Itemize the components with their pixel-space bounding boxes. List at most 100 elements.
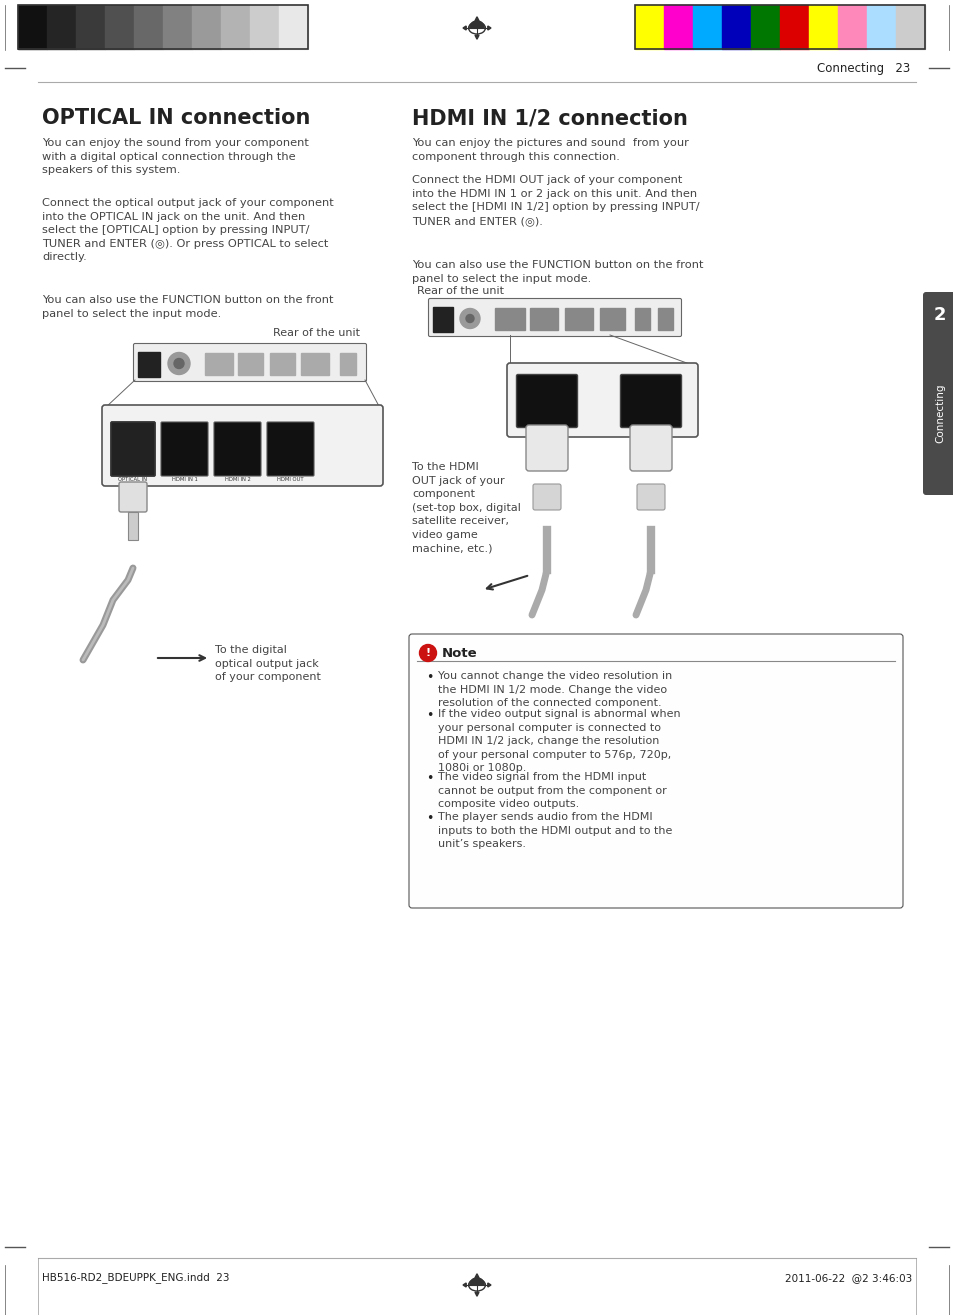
Bar <box>138 352 160 377</box>
Bar <box>128 512 138 540</box>
Bar <box>133 5 163 49</box>
Text: HDMI OUT: HDMI OUT <box>277 477 303 483</box>
Text: Connect the HDMI OUT jack of your component
into the HDMI IN 1 or 2 jack on this: Connect the HDMI OUT jack of your compon… <box>412 175 699 226</box>
FancyBboxPatch shape <box>428 299 680 337</box>
Bar <box>495 308 524 330</box>
Bar <box>808 5 837 49</box>
Wedge shape <box>469 1278 484 1285</box>
Bar <box>780 5 808 49</box>
Bar <box>750 5 780 49</box>
Circle shape <box>168 352 190 375</box>
Text: •: • <box>426 709 433 722</box>
Polygon shape <box>475 36 478 39</box>
Text: 2: 2 <box>933 306 945 323</box>
FancyBboxPatch shape <box>111 422 154 476</box>
Bar <box>18 5 47 49</box>
Bar <box>866 5 895 49</box>
Polygon shape <box>462 1283 466 1287</box>
Text: Rear of the unit: Rear of the unit <box>416 285 503 296</box>
FancyBboxPatch shape <box>409 634 902 907</box>
Text: The video signal from the HDMI input
cannot be output from the component or
comp: The video signal from the HDMI input can… <box>437 772 666 809</box>
Text: OPTICAL IN connection: OPTICAL IN connection <box>42 108 310 128</box>
Bar <box>635 308 649 330</box>
FancyBboxPatch shape <box>213 422 261 476</box>
Text: The player sends audio from the HDMI
inputs to both the HDMI output and to the
u: The player sends audio from the HDMI inp… <box>437 811 672 849</box>
FancyBboxPatch shape <box>923 292 953 494</box>
Bar <box>599 308 624 330</box>
Bar <box>635 5 663 49</box>
Bar <box>205 352 233 375</box>
FancyBboxPatch shape <box>516 375 577 427</box>
Polygon shape <box>475 1274 478 1278</box>
Text: !: ! <box>425 648 430 658</box>
FancyBboxPatch shape <box>102 405 382 487</box>
Text: •: • <box>426 671 433 684</box>
Circle shape <box>419 644 436 661</box>
Bar <box>837 5 866 49</box>
Bar <box>433 306 453 331</box>
Circle shape <box>465 314 474 322</box>
Bar <box>47 5 76 49</box>
Polygon shape <box>487 26 491 30</box>
FancyBboxPatch shape <box>619 375 680 427</box>
Bar <box>270 352 294 375</box>
Bar <box>221 5 250 49</box>
Bar <box>721 5 750 49</box>
FancyBboxPatch shape <box>506 363 698 437</box>
Bar <box>278 5 308 49</box>
Bar <box>692 5 721 49</box>
FancyBboxPatch shape <box>525 425 567 471</box>
Text: OPTICAL IN: OPTICAL IN <box>118 477 148 483</box>
Text: To the digital
optical output jack
of your component: To the digital optical output jack of yo… <box>214 644 320 682</box>
Text: Connect the optical output jack of your component
into the OPTICAL IN jack on th: Connect the optical output jack of your … <box>42 199 334 263</box>
Text: You can also use the FUNCTION button on the front
panel to select the input mode: You can also use the FUNCTION button on … <box>42 295 334 318</box>
Text: To the HDMI
OUT jack of your
component
(set-top box, digital
satellite receiver,: To the HDMI OUT jack of your component (… <box>412 462 520 554</box>
Text: HDMI IN 2: HDMI IN 2 <box>635 427 666 433</box>
Text: Connecting: Connecting <box>934 383 944 443</box>
Polygon shape <box>475 1293 478 1297</box>
Bar <box>105 5 133 49</box>
FancyBboxPatch shape <box>533 484 560 510</box>
Bar <box>192 5 221 49</box>
Text: Rear of the unit: Rear of the unit <box>273 327 359 338</box>
Bar <box>301 352 329 375</box>
Text: HDMI IN 2: HDMI IN 2 <box>224 477 251 483</box>
Polygon shape <box>475 17 478 21</box>
Bar <box>895 5 924 49</box>
Text: HDMI IN 1/2 connection: HDMI IN 1/2 connection <box>412 108 687 128</box>
Bar <box>658 308 672 330</box>
Bar <box>663 5 692 49</box>
Polygon shape <box>462 26 466 30</box>
Text: Connecting   23: Connecting 23 <box>816 62 909 75</box>
Text: HDMI IN 1: HDMI IN 1 <box>531 427 562 433</box>
FancyBboxPatch shape <box>111 422 154 476</box>
Bar <box>530 308 558 330</box>
Circle shape <box>459 309 479 329</box>
FancyBboxPatch shape <box>267 422 314 476</box>
Text: HB516-RD2_BDEUPPK_ENG.indd  23: HB516-RD2_BDEUPPK_ENG.indd 23 <box>42 1273 230 1283</box>
Bar <box>163 5 192 49</box>
Circle shape <box>173 359 184 368</box>
FancyBboxPatch shape <box>629 425 671 471</box>
FancyBboxPatch shape <box>637 484 664 510</box>
Text: If the video output signal is abnormal when
your personal computer is connected : If the video output signal is abnormal w… <box>437 709 679 773</box>
Text: You cannot change the video resolution in
the HDMI IN 1/2 mode. Change the video: You cannot change the video resolution i… <box>437 671 672 709</box>
Text: You can also use the FUNCTION button on the front
panel to select the input mode: You can also use the FUNCTION button on … <box>412 260 702 284</box>
FancyBboxPatch shape <box>161 422 208 476</box>
Bar <box>339 352 355 375</box>
Bar <box>76 5 105 49</box>
Polygon shape <box>487 1283 491 1287</box>
Text: Note: Note <box>441 647 477 660</box>
Wedge shape <box>469 21 484 28</box>
Text: HDMI IN 1: HDMI IN 1 <box>172 477 197 483</box>
Text: You can enjoy the pictures and sound  from your
component through this connectio: You can enjoy the pictures and sound fro… <box>412 138 688 162</box>
Text: You can enjoy the sound from your component
with a digital optical connection th: You can enjoy the sound from your compon… <box>42 138 309 175</box>
Text: •: • <box>426 772 433 785</box>
FancyBboxPatch shape <box>133 343 366 381</box>
Bar <box>237 352 263 375</box>
Bar <box>564 308 593 330</box>
Bar <box>250 5 278 49</box>
Bar <box>18 5 308 49</box>
Text: •: • <box>426 811 433 825</box>
FancyBboxPatch shape <box>119 483 147 512</box>
